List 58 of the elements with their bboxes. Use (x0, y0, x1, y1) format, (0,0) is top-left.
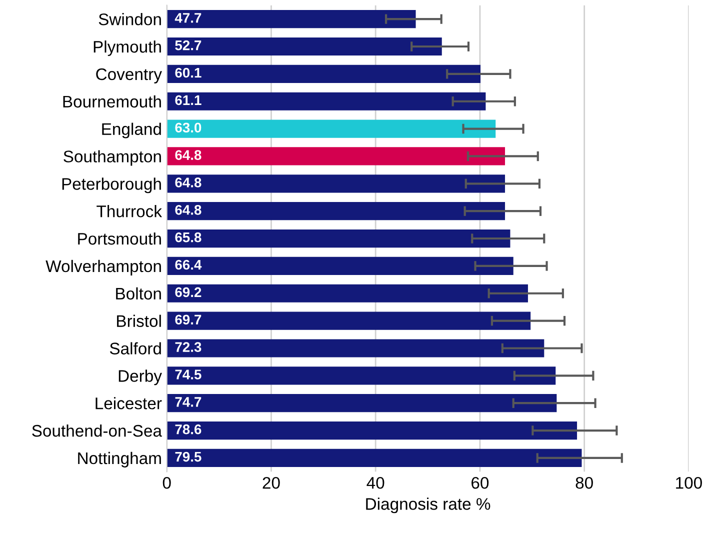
bar (166, 339, 544, 358)
data-label: 69.2 (175, 287, 202, 298)
data-label: 79.5 (175, 452, 202, 462)
y-tick-label: England (102, 122, 161, 138)
bar (166, 174, 506, 193)
bar (166, 64, 480, 83)
y-tick-label: Nottingham (78, 452, 161, 468)
data-label: 74.7 (175, 397, 202, 407)
data-label: 52.7 (175, 40, 202, 50)
data-label: 72.3 (175, 342, 202, 352)
y-tick-label: Salford (110, 342, 161, 354)
data-label: 64.8 (175, 150, 202, 160)
y-tick-label: Bolton (116, 287, 161, 300)
bar (166, 256, 514, 276)
bar (166, 421, 578, 440)
y-tick-label: Plymouth (94, 40, 161, 56)
y-tick-label: Thurrock (96, 205, 162, 218)
bar (166, 448, 582, 468)
y-tick-label: Leicester (96, 397, 162, 410)
bar (166, 202, 506, 220)
x-tick-label: 60 (472, 476, 489, 489)
x-tick-label: 100 (676, 476, 702, 489)
data-label: 74.5 (175, 370, 202, 380)
x-tick-label: 40 (366, 476, 384, 489)
x-tick-label: 80 (576, 476, 593, 489)
data-label: 69.7 (175, 314, 202, 325)
bar (166, 37, 442, 56)
y-tick-label: Peterborough (62, 178, 161, 194)
y-tick-label: Portsmouth (78, 232, 161, 245)
data-label: 65.8 (175, 232, 202, 242)
data-label: 60.1 (175, 68, 202, 78)
y-tick-label: Wolverhampton (46, 260, 161, 276)
data-label: 63.0 (175, 122, 202, 133)
y-tick-label: Coventry (96, 68, 162, 84)
bar (166, 92, 486, 110)
x-tick-label: 20 (262, 476, 280, 489)
y-tick-label: Southend-on-Sea (32, 424, 162, 437)
bar (166, 120, 496, 138)
x-axis-title: Diagnosis rate % (366, 498, 490, 514)
bar (166, 10, 416, 28)
y-tick-label: Bournemouth (63, 95, 161, 108)
data-label: 78.6 (175, 424, 202, 434)
bar (166, 284, 528, 302)
data-label: 64.8 (175, 204, 202, 215)
y-tick-label: Swindon (98, 13, 161, 26)
y-tick-label: Southampton (64, 150, 161, 166)
x-tick-label: 0 (162, 476, 171, 489)
bar (166, 394, 557, 412)
bar (166, 147, 506, 166)
data-label: 47.7 (174, 13, 202, 23)
bar (166, 229, 510, 248)
y-tick-label: Bristol (117, 314, 161, 328)
data-label: 66.4 (175, 260, 202, 270)
bar (166, 366, 556, 385)
data-label: 64.8 (175, 178, 202, 188)
data-label: 61.1 (175, 95, 202, 106)
y-tick-label: Derby (118, 370, 162, 386)
bar (166, 312, 531, 330)
